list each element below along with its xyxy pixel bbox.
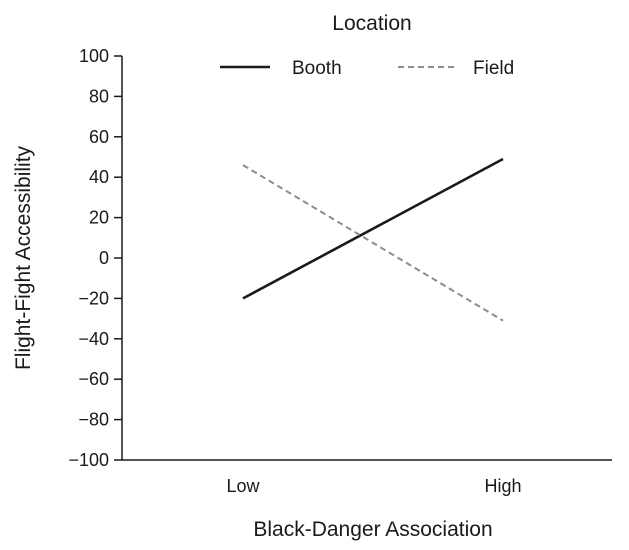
y-axis-title: Flight-Fight Accessibility (12, 145, 35, 370)
y-tick-label: 0 (99, 248, 109, 268)
x-ticks: Low High (226, 476, 521, 496)
y-tick-label: 100 (79, 46, 109, 66)
legend: Location Booth Field (220, 12, 514, 79)
x-tick-label: Low (226, 476, 260, 496)
y-tick-label: −40 (78, 329, 109, 349)
y-tick-label: 60 (89, 127, 109, 147)
x-axis-title: Black-Danger Association (253, 518, 492, 541)
y-tick-label: 80 (89, 86, 109, 106)
plot-area (242, 157, 504, 322)
legend-label-booth: Booth (292, 58, 342, 79)
series-line-booth (242, 157, 504, 300)
y-tick-label: −100 (68, 450, 109, 470)
y-axis: 100 80 60 40 20 0 −20 −40 −60 −80 −100 (68, 46, 123, 470)
y-tick-label: 40 (89, 167, 109, 187)
legend-title: Location (332, 12, 411, 35)
x-tick-label: High (484, 476, 521, 496)
y-tick-label: −60 (78, 369, 109, 389)
y-ticks: 100 80 60 40 20 0 −20 −40 −60 −80 −100 (68, 46, 122, 470)
series-line-field (242, 164, 504, 322)
y-tick-label: 20 (89, 208, 109, 228)
y-tick-label: −80 (78, 410, 109, 430)
y-tick-label: −20 (78, 288, 109, 308)
x-axis: Low High (122, 459, 612, 496)
legend-label-field: Field (473, 58, 514, 79)
